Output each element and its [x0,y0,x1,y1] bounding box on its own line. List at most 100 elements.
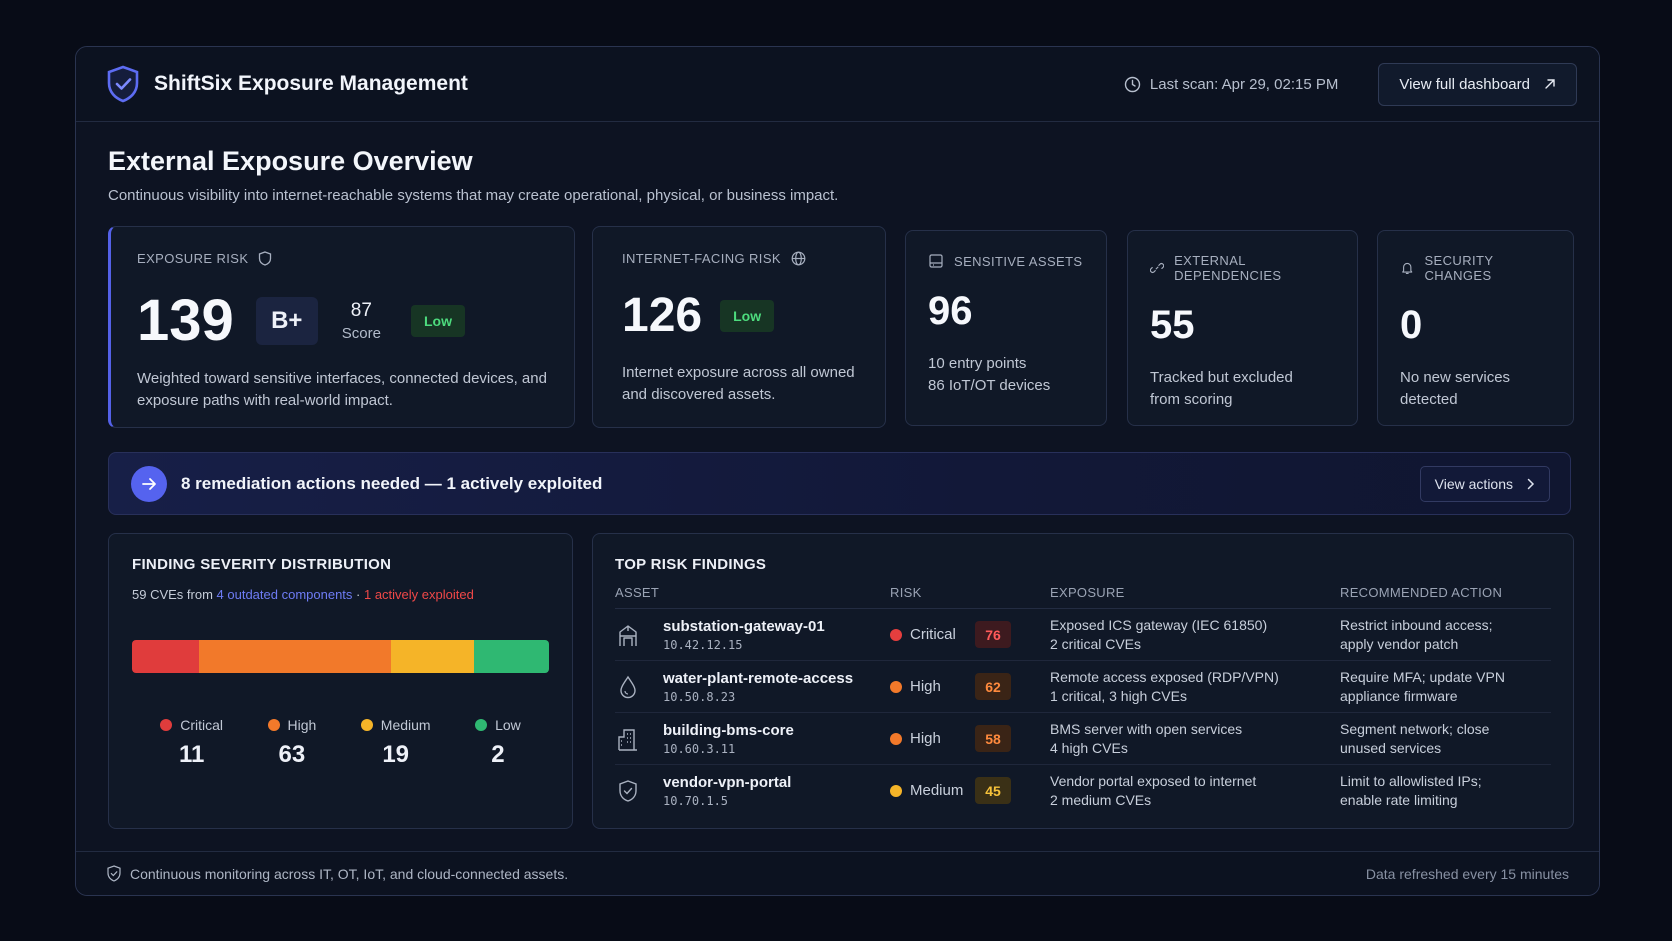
severity-segment-low [473,640,549,673]
page-title: External Exposure Overview [108,146,473,176]
security-changes-value: 0 [1400,303,1423,347]
table-row[interactable]: building-bms-core 10.60.3.11 High 58 BMS ser… [615,712,1551,765]
remediation-banner: 8 remediation actions needed — 1 activel… [108,452,1571,515]
exposure-score-label: Score [341,325,381,342]
exposure-line1: BMS server with open services [1050,720,1243,737]
footer: Continuous monitoring across IT, OT, IoT… [76,851,1599,895]
action-cell: Segment network; close unused services [1340,712,1551,765]
sensitive-assets-card: SENSITIVE ASSETS 96 10 entry points 86 I… [905,230,1107,426]
security-changes-detail: No new services detected [1400,367,1551,411]
exposure-line2: 2 medium CVEs [1050,791,1152,808]
last-scan-text: Last scan: Apr 29, 02:15 PM [1149,75,1339,93]
asset-ip: 10.60.3.11 [663,741,736,756]
bell-icon [1402,262,1413,274]
table-row[interactable]: substation-gateway-01 10.42.12.15 Critical… [615,608,1551,661]
app-header: ShiftSix Exposure Management Last scan: … [76,47,1599,122]
asset-cell: building-bms-core 10.60.3.11 [615,712,890,765]
footer-refresh-text: Data refreshed every 15 minutes [1365,865,1569,882]
table-row[interactable]: vendor-vpn-portal 10.70.1.5 Medium 45 Vendor… [615,765,1551,817]
legend-item-high: High 63 [267,717,317,769]
external-dependencies-label: EXTERNAL DEPENDENCIES [1150,253,1335,283]
exposure-line2: 1 critical, 3 high CVEs [1050,687,1187,704]
shield-icon [259,251,272,266]
severity-separator: · [352,587,364,602]
dashboard-window: ShiftSix Exposure Management Last scan: … [75,46,1600,896]
asset-ip: 10.50.8.23 [663,689,736,704]
legend-dot [267,719,280,731]
findings-table: ASSET RISK EXPOSURE RECOMMENDED ACTION s… [615,585,1551,817]
exposure-risk-card: EXPOSURE RISK 139 B+ 87 Score Low Weight… [108,226,575,428]
risk-level-text: Critical [910,626,956,643]
asset-name[interactable]: substation-gateway-01 [663,617,825,635]
water-drop-icon [620,675,636,698]
legend-label: Low [475,717,521,733]
exposure-score: 87 Score [342,300,381,342]
exposure-risk-label: EXPOSURE RISK [137,251,548,266]
risk-score-badge: 58 [975,725,1011,752]
exposure-grade: B+ [255,297,318,345]
risk-cell: Critical 76 [890,608,1050,661]
severity-distribution-panel: FINDING SEVERITY DISTRIBUTION 59 CVEs fr… [108,533,573,829]
asset-ip: 10.70.1.5 [663,793,729,808]
findings-header-row: ASSET RISK EXPOSURE RECOMMENDED ACTION [615,585,1551,609]
view-full-dashboard-button[interactable]: View full dashboard [1378,62,1577,106]
exposure-risk-values: 139 B+ 87 Score Low [137,292,548,350]
building-icon [618,728,637,751]
security-changes-label: SECURITY CHANGES [1400,253,1551,283]
footer-monitoring-text: Continuous monitoring across IT, OT, IoT… [130,865,569,882]
asset-name[interactable]: building-bms-core [663,721,794,739]
risk-level-text: High [910,678,941,695]
table-row[interactable]: water-plant-remote-access 10.50.8.23 High 6… [615,660,1551,713]
risk-cell: Medium 45 [890,765,1050,817]
column-header-asset: ASSET [615,585,890,609]
sensitive-assets-label-text: SENSITIVE ASSETS [954,253,1083,269]
column-header-recommended-action: RECOMMENDED ACTION [1340,585,1551,609]
severity-segment-high [198,640,391,673]
security-changes-line2: detected [1400,391,1458,408]
legend-count: 19 [382,741,410,768]
exposure-risk-description: Weighted toward sensitive interfaces, co… [137,370,547,409]
internet-risk-badge: Low [720,300,775,332]
exposure-line1: Remote access exposed (RDP/VPN) [1050,668,1279,685]
internet-risk-description: Internet exposure across all owned and d… [622,364,855,403]
exposure-cell: Exposed ICS gateway (IEC 61850) 2 critica… [1050,608,1340,661]
asset-name[interactable]: vendor-vpn-portal [663,773,792,791]
view-actions-button[interactable]: View actions [1419,465,1550,502]
shield-check-icon [107,65,139,103]
asset-cell: vendor-vpn-portal 10.70.1.5 [615,765,890,817]
legend-dot [475,719,488,731]
exposure-score-value: 87 [350,300,372,321]
external-dependencies-label-text: EXTERNAL DEPENDENCIES [1174,253,1282,283]
exposure-risk-badge: Low [410,305,465,337]
action-line2: unused services [1340,739,1442,756]
sensitive-assets-label: SENSITIVE ASSETS [928,253,1084,269]
action-line1: Require MFA; update VPN [1340,668,1505,685]
column-header-risk: RISK [890,585,1050,609]
sensitive-assets-value: 96 [928,289,973,333]
outdated-components-link[interactable]: 4 outdated components [216,587,353,602]
action-cell: Limit to allowlisted IPs; enable rate lim… [1340,765,1551,817]
legend-item-critical: Critical 11 [160,717,223,769]
risk-score-badge: 45 [975,777,1011,805]
external-dependencies-detail: Tracked but excluded from scoring [1150,367,1335,411]
security-changes-card: SECURITY CHANGES 0 No new services detec… [1377,230,1574,426]
legend-text: Medium [380,717,431,733]
risk-dot [890,628,902,641]
legend-label: Critical [160,717,223,733]
globe-icon [791,251,806,266]
exposure-risk-label-text: EXPOSURE RISK [137,251,249,266]
asset-name[interactable]: water-plant-remote-access [663,669,854,687]
legend-dot [360,719,373,731]
external-dependencies-line1: Tracked but excluded [1150,369,1293,386]
exposure-cell: Vendor portal exposed to internet 2 mediu… [1050,765,1340,817]
footer-left: Continuous monitoring across IT, OT, IoT… [106,865,1366,882]
asset-cell: substation-gateway-01 10.42.12.15 [615,608,890,661]
action-line1: Segment network; close [1340,720,1490,737]
action-line2: appliance firmware [1340,687,1458,704]
findings-title: TOP RISK FINDINGS [615,556,767,573]
legend-count: 2 [491,741,505,768]
legend-text: High [287,717,317,733]
legend-item-medium: Medium 19 [360,717,431,769]
shield-check-icon [107,865,121,882]
risk-cell: High 58 [890,712,1050,765]
